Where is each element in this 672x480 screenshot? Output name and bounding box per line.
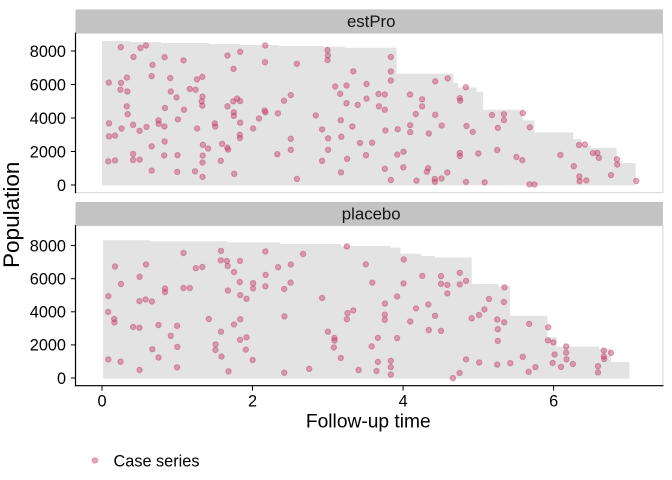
svg-text:2000: 2000	[30, 337, 66, 355]
svg-text:Population: Population	[0, 162, 24, 268]
svg-text:6000: 6000	[30, 271, 66, 289]
svg-text:estPro: estPro	[347, 12, 396, 31]
svg-text:6: 6	[549, 393, 558, 411]
svg-text:8000: 8000	[30, 43, 66, 61]
svg-text:0: 0	[97, 393, 106, 411]
svg-text:4: 4	[399, 393, 408, 411]
svg-text:2000: 2000	[30, 143, 66, 161]
svg-text:0: 0	[57, 370, 66, 388]
svg-text:6000: 6000	[30, 76, 66, 94]
svg-text:Follow-up time: Follow-up time	[306, 412, 431, 433]
svg-text:0: 0	[57, 177, 66, 195]
svg-text:4000: 4000	[30, 304, 66, 322]
svg-text:placebo: placebo	[342, 204, 401, 223]
svg-text:Case series: Case series	[114, 453, 200, 471]
svg-text:2: 2	[248, 393, 257, 411]
svg-text:8000: 8000	[30, 237, 66, 255]
svg-text:4000: 4000	[30, 110, 66, 128]
